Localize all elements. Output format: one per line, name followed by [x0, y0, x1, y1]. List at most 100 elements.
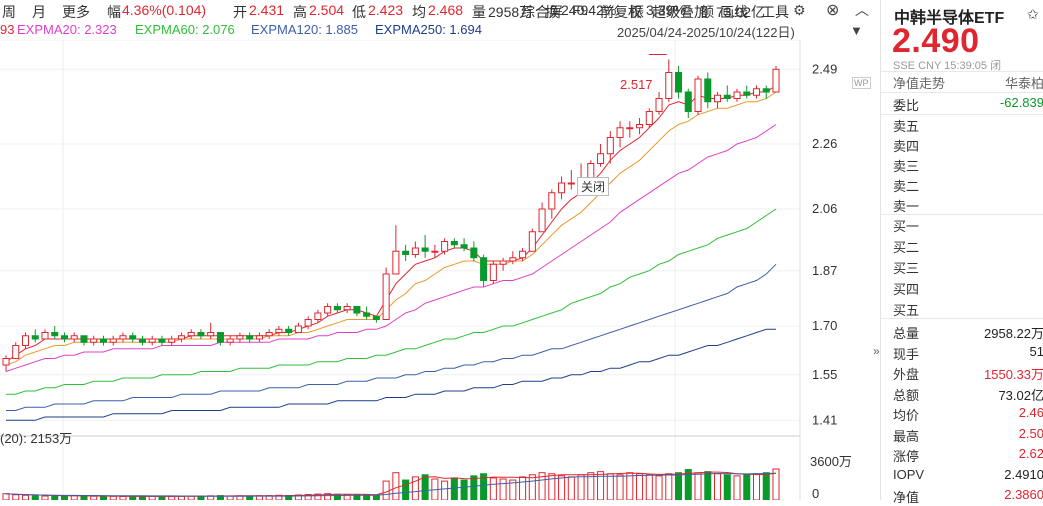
candle-body: [694, 78, 702, 112]
volume-bar: [538, 472, 546, 500]
tab-month[interactable]: 月: [32, 4, 46, 20]
date-range: 2025/04/24-2025/10/24(122日): [617, 25, 795, 40]
candle-body: [177, 335, 185, 340]
candle-body: [70, 335, 78, 340]
ask-level-label: 卖四: [893, 139, 920, 154]
candle-body: [41, 332, 49, 340]
toolbar-item-1[interactable]: F9: [572, 2, 589, 18]
volume-bar: [2, 493, 10, 500]
star-icon[interactable]: ✩: [1027, 6, 1039, 22]
bid-level-label: 买二: [893, 240, 920, 255]
ema-lines-layer: [5, 85, 777, 421]
candle-body: [99, 338, 107, 343]
avg-value: 2.468: [428, 2, 464, 18]
last-price: 2.490: [892, 22, 980, 60]
candle-body: [2, 358, 10, 366]
volume-bars-layer: [2, 468, 780, 500]
volume-bar: [60, 495, 69, 500]
stat-row: 均价 2.46: [893, 405, 1043, 424]
close-icon[interactable]: ⊗: [826, 2, 840, 19]
quote-panel: 中韩半导体ETF ✩ 2.490 SSE CNY 15:39:05 闭 净值走势…: [880, 0, 1043, 505]
collapse-panel-icon[interactable]: »: [873, 344, 880, 358]
open-value: 2.431: [249, 2, 285, 18]
candle-body: [265, 332, 273, 337]
candle-body: [119, 335, 127, 340]
candle-body: [675, 72, 683, 93]
stat-label: 现手: [893, 346, 920, 362]
volume-bar: [733, 475, 741, 500]
candle-body: [343, 306, 351, 311]
candle-body: [567, 182, 575, 185]
candle-body: [499, 260, 507, 265]
volume-bar: [129, 496, 137, 500]
volume-bar: [41, 495, 49, 500]
volume-bar: [723, 474, 731, 500]
volume-bar: [499, 478, 507, 500]
candle-body: [158, 338, 166, 343]
volume-bar: [480, 473, 488, 500]
volume-bar: [587, 472, 595, 500]
chevron-up-icon[interactable]: ︿: [855, 2, 869, 18]
amplitude-value: 3.39%: [646, 2, 686, 18]
stat-label: 最高: [893, 428, 920, 444]
stat-row: 涨停 2.62: [893, 446, 1043, 465]
tab-net-value[interactable]: 净值走势: [893, 76, 946, 91]
volume-bar: [450, 477, 458, 500]
toolbar-item-4[interactable]: 画线: [720, 4, 748, 20]
candle-body: [333, 306, 341, 311]
candle-body: [723, 94, 731, 99]
stat-label: 均价: [893, 408, 920, 423]
ema250-label: EXPMA250: 1.694: [375, 22, 482, 37]
kline-chart[interactable]: 2.49 2.26 2.06 1.87 1.70 1.55 1.41 3600万 0: [0, 40, 872, 500]
volume-bar: [665, 473, 673, 500]
toolbar-item-3[interactable]: 超级叠加: [652, 4, 708, 20]
candle-body: [772, 68, 780, 93]
toolbar-item-2[interactable]: 前复权: [600, 4, 642, 20]
tab-week[interactable]: 周: [2, 4, 16, 20]
toolbar-item-5[interactable]: 工具: [761, 4, 789, 20]
candle-body: [480, 257, 488, 281]
chart-toolbar: 综合屏 F9 前复权 超级叠加 画线 工具: [0, 0, 880, 20]
candle-body: [294, 325, 302, 333]
grid-layer: [0, 40, 801, 500]
amplitude-label: 振: [630, 4, 644, 20]
candle-body: [733, 91, 741, 99]
change-value: 4.36%(0.104): [122, 2, 207, 18]
volume-bar: [489, 477, 497, 500]
settings-icon[interactable]: ⚙: [793, 2, 806, 18]
stat-value: 1550.33万: [984, 367, 1043, 382]
stat-value: 2.3860: [1004, 487, 1043, 502]
wp-badge[interactable]: WP: [852, 77, 871, 89]
toolbar-item-0[interactable]: 综合屏: [521, 4, 563, 20]
candle-body: [450, 241, 458, 246]
close-tag-button[interactable]: 关闭: [577, 177, 610, 196]
tab-broker[interactable]: 华泰柏: [1004, 76, 1043, 91]
ask-level-label: 卖一: [893, 199, 920, 214]
stat-value: 2.4910: [1004, 466, 1043, 482]
price-tick-label: 1.41: [812, 412, 837, 427]
turnover-label: 换: [545, 4, 559, 20]
candle-body: [31, 335, 39, 340]
stat-label: 净值: [893, 490, 920, 505]
ema5-line: [5, 85, 777, 363]
max-price-marker: 2.517: [620, 77, 653, 92]
volume-bar: [470, 475, 478, 500]
price-tick-label: 2.06: [812, 201, 837, 216]
dropdown-arrow-icon[interactable]: ▼: [850, 23, 863, 38]
candle-body: [392, 250, 400, 275]
stat-value: 73.02亿: [998, 387, 1043, 403]
change-label: 幅: [107, 4, 121, 20]
stat-label: 涨停: [893, 449, 920, 464]
candle-body: [528, 231, 536, 252]
bid-level-label: 买四: [893, 282, 920, 297]
volume-bar: [304, 494, 312, 500]
tab-more[interactable]: 更多: [62, 4, 90, 20]
stat-label: 总额: [893, 387, 920, 403]
price-tick-label: 1.87: [812, 263, 837, 278]
turnover-value: 240.42%: [561, 2, 617, 18]
volume-bar: [519, 476, 527, 500]
candle-body: [665, 72, 673, 99]
candle-body: [12, 345, 20, 359]
candle-body: [421, 247, 429, 252]
candle-body: [109, 338, 117, 343]
